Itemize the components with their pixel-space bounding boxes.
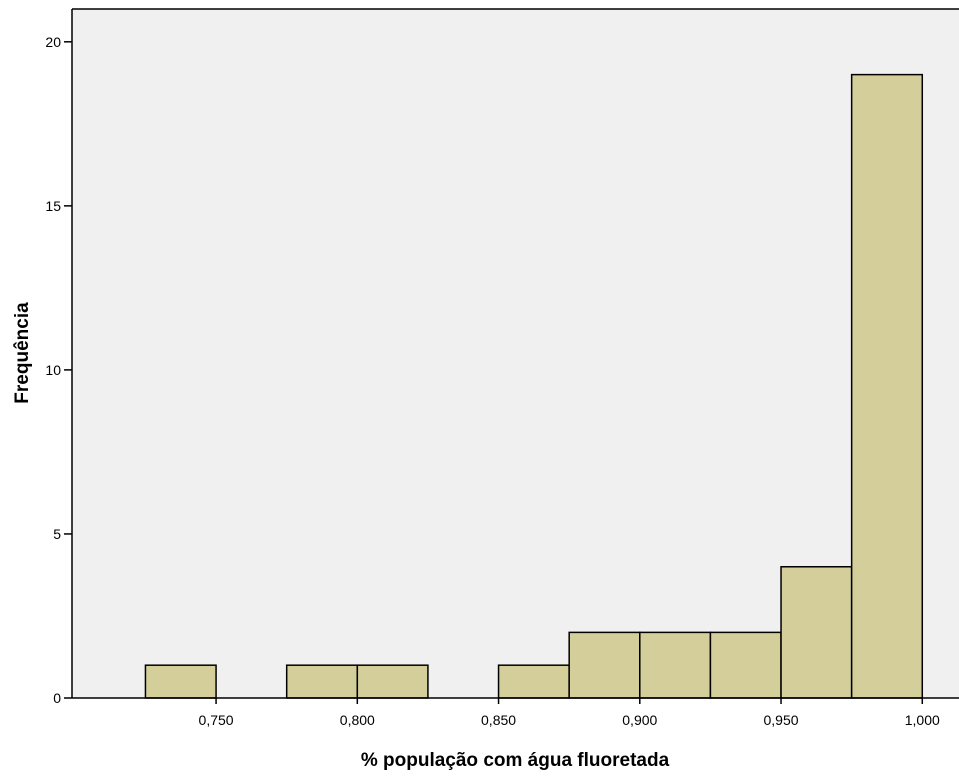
y-tick-label-3: 15	[45, 198, 61, 214]
y-tick-label-4: 20	[45, 34, 61, 50]
histogram-bar-9	[780, 566, 853, 699]
x-tick-label-2: 0,850	[481, 712, 516, 728]
histogram-bar-3	[356, 664, 429, 699]
histogram-bar-6	[568, 631, 641, 699]
y-tick-label-2: 10	[45, 362, 61, 378]
histogram-bar-8	[709, 631, 782, 699]
x-ticks-group: 0,750 0,800 0,850 0,900 0,950 1,000	[199, 698, 940, 728]
y-tick-label-1: 5	[53, 526, 61, 542]
x-tick-label-4: 0,950	[764, 712, 799, 728]
x-tick-label-5: 1,000	[905, 712, 940, 728]
histogram-bar-0	[144, 664, 217, 699]
histogram-bar-2	[285, 664, 359, 699]
x-tick-label-0: 0,750	[199, 712, 234, 728]
y-tick-label-0: 0	[53, 690, 61, 706]
histogram-bar-5	[497, 664, 570, 699]
x-tick-label-1: 0,800	[340, 712, 375, 728]
y-axis-title: Frequência	[12, 302, 33, 404]
y-ticks-group: 0 5 10 15 20	[45, 34, 72, 706]
histogram-bar-7	[639, 631, 712, 699]
x-tick-label-3: 0,900	[622, 712, 657, 728]
bars-group	[144, 73, 924, 699]
x-axis-title: % população com água fluoretada	[361, 750, 670, 771]
histogram-bar-10	[850, 73, 924, 699]
